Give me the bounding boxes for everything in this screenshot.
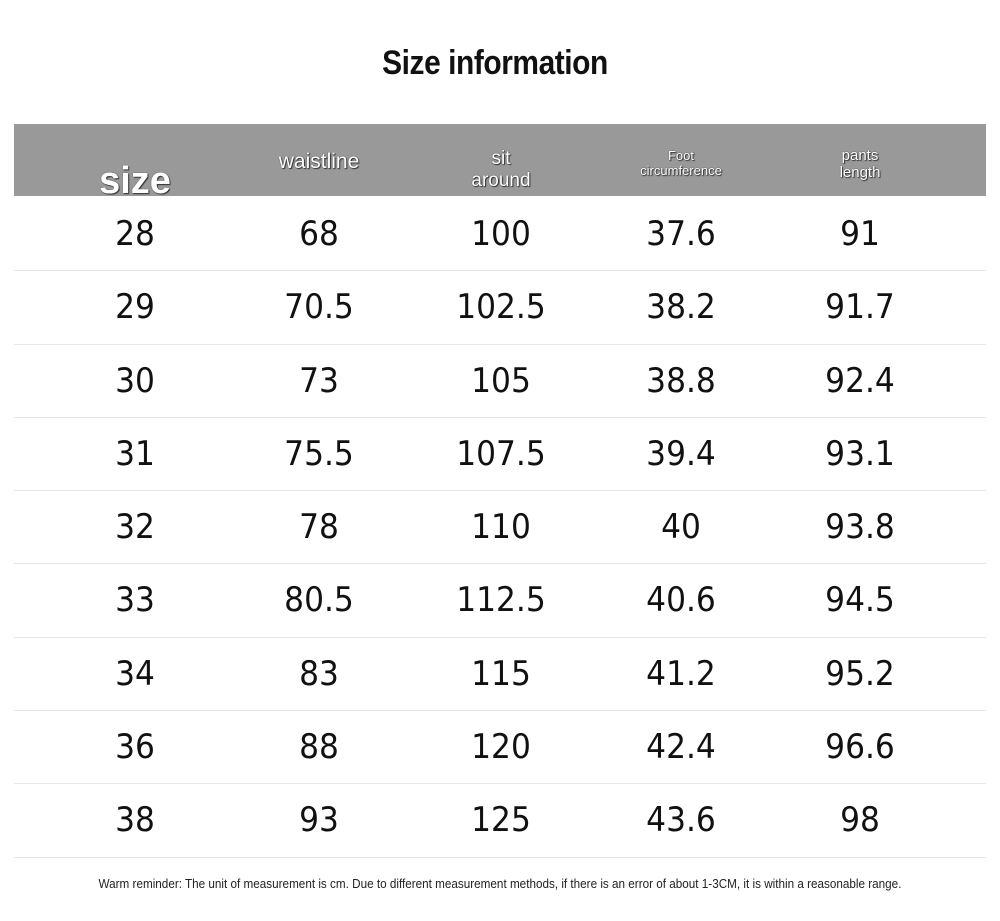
cell-sit-around: 112.5 xyxy=(456,580,546,621)
table-row: 34 83 115 41.2 95.2 xyxy=(14,638,986,712)
cell-waistline: 78 xyxy=(299,507,339,548)
cell-size: 28 xyxy=(115,214,155,254)
table-row: 30 73 105 38.8 92.4 xyxy=(14,345,986,418)
cell-size: 32 xyxy=(115,507,155,548)
cell-pants-length: 91 xyxy=(840,214,880,254)
cell-waistline: 73 xyxy=(299,360,339,401)
cell-foot-circumference: 38.2 xyxy=(646,287,716,328)
header-foot-line1: Foot xyxy=(667,148,694,164)
cell-sit-around: 100 xyxy=(471,214,531,254)
table-row: 38 93 125 43.6 98 xyxy=(14,784,986,858)
table-row: 32 78 110 40 93.8 xyxy=(14,491,986,565)
cell-pants-length: 94.5 xyxy=(825,580,895,621)
table-row: 36 88 120 42.4 96.6 xyxy=(14,711,986,785)
cell-pants-length: 93.1 xyxy=(825,433,895,474)
table-header: size waistline sit around Foot circumfer… xyxy=(14,124,986,202)
cell-foot-circumference: 43.6 xyxy=(646,800,716,841)
cell-size: 38 xyxy=(115,800,155,841)
cell-size: 36 xyxy=(115,727,155,768)
table-row: 29 70.5 102.5 38.2 91.7 xyxy=(14,271,986,345)
cell-size: 29 xyxy=(115,287,155,328)
cell-sit-around: 105 xyxy=(471,360,531,401)
cell-foot-circumference: 42.4 xyxy=(646,727,716,768)
cell-size: 33 xyxy=(115,580,155,621)
page-title: Size information xyxy=(382,44,608,82)
cell-foot-circumference: 37.6 xyxy=(646,214,716,254)
cell-waistline: 88 xyxy=(299,727,339,768)
cell-foot-circumference: 38.8 xyxy=(646,360,716,401)
header-foot-circumference: Foot circumference xyxy=(591,124,771,200)
cell-sit-around: 107.5 xyxy=(456,433,546,474)
cell-sit-around: 115 xyxy=(471,653,531,694)
measurement-footnote: Warm reminder: The unit of measurement i… xyxy=(98,876,902,891)
cell-waistline: 68 xyxy=(299,214,339,254)
cell-foot-circumference: 40.6 xyxy=(646,580,716,621)
cell-pants-length: 93.8 xyxy=(825,507,895,548)
cell-sit-around: 120 xyxy=(471,727,531,768)
header-waistline-label: waistline xyxy=(278,149,360,173)
cell-size: 34 xyxy=(115,653,155,694)
cell-pants-length: 96.6 xyxy=(825,727,895,768)
cell-size: 31 xyxy=(115,433,155,474)
cell-foot-circumference: 39.4 xyxy=(646,433,716,474)
header-sit-line2: around xyxy=(471,170,531,191)
cell-pants-length: 92.4 xyxy=(825,360,895,401)
cell-pants-length: 98 xyxy=(840,800,880,841)
cell-pants-length: 91.7 xyxy=(825,287,895,328)
header-size-label: size xyxy=(99,160,171,203)
cell-foot-circumference: 40 xyxy=(661,507,701,548)
cell-waistline: 80.5 xyxy=(284,580,354,621)
cell-waistline: 93 xyxy=(299,800,339,841)
header-pants-line2: length xyxy=(839,164,881,181)
header-sit-line1: sit xyxy=(491,148,511,170)
header-pants-line1: pants xyxy=(841,146,879,164)
header-size: size xyxy=(45,124,225,218)
table-row: 31 75.5 107.5 39.4 93.1 xyxy=(14,418,986,492)
cell-foot-circumference: 41.2 xyxy=(646,653,716,694)
cell-waistline: 70.5 xyxy=(284,287,354,328)
cell-waistline: 75.5 xyxy=(284,433,354,474)
header-sit-around: sit around xyxy=(411,124,591,206)
cell-pants-length: 95.2 xyxy=(825,653,895,694)
size-table-body: 28 68 100 37.6 91 29 70.5 102.5 38.2 91.… xyxy=(14,198,986,858)
cell-size: 30 xyxy=(115,360,155,401)
cell-sit-around: 102.5 xyxy=(456,287,546,328)
table-row: 33 80.5 112.5 40.6 94.5 xyxy=(14,564,986,638)
header-foot-line2: circumference xyxy=(640,163,722,178)
header-waistline: waistline xyxy=(229,124,409,198)
table-row: 28 68 100 37.6 91 xyxy=(14,198,986,272)
header-pants-length: pants length xyxy=(770,124,950,200)
cell-waistline: 83 xyxy=(299,653,339,694)
cell-sit-around: 110 xyxy=(471,507,531,548)
cell-sit-around: 125 xyxy=(471,800,531,841)
